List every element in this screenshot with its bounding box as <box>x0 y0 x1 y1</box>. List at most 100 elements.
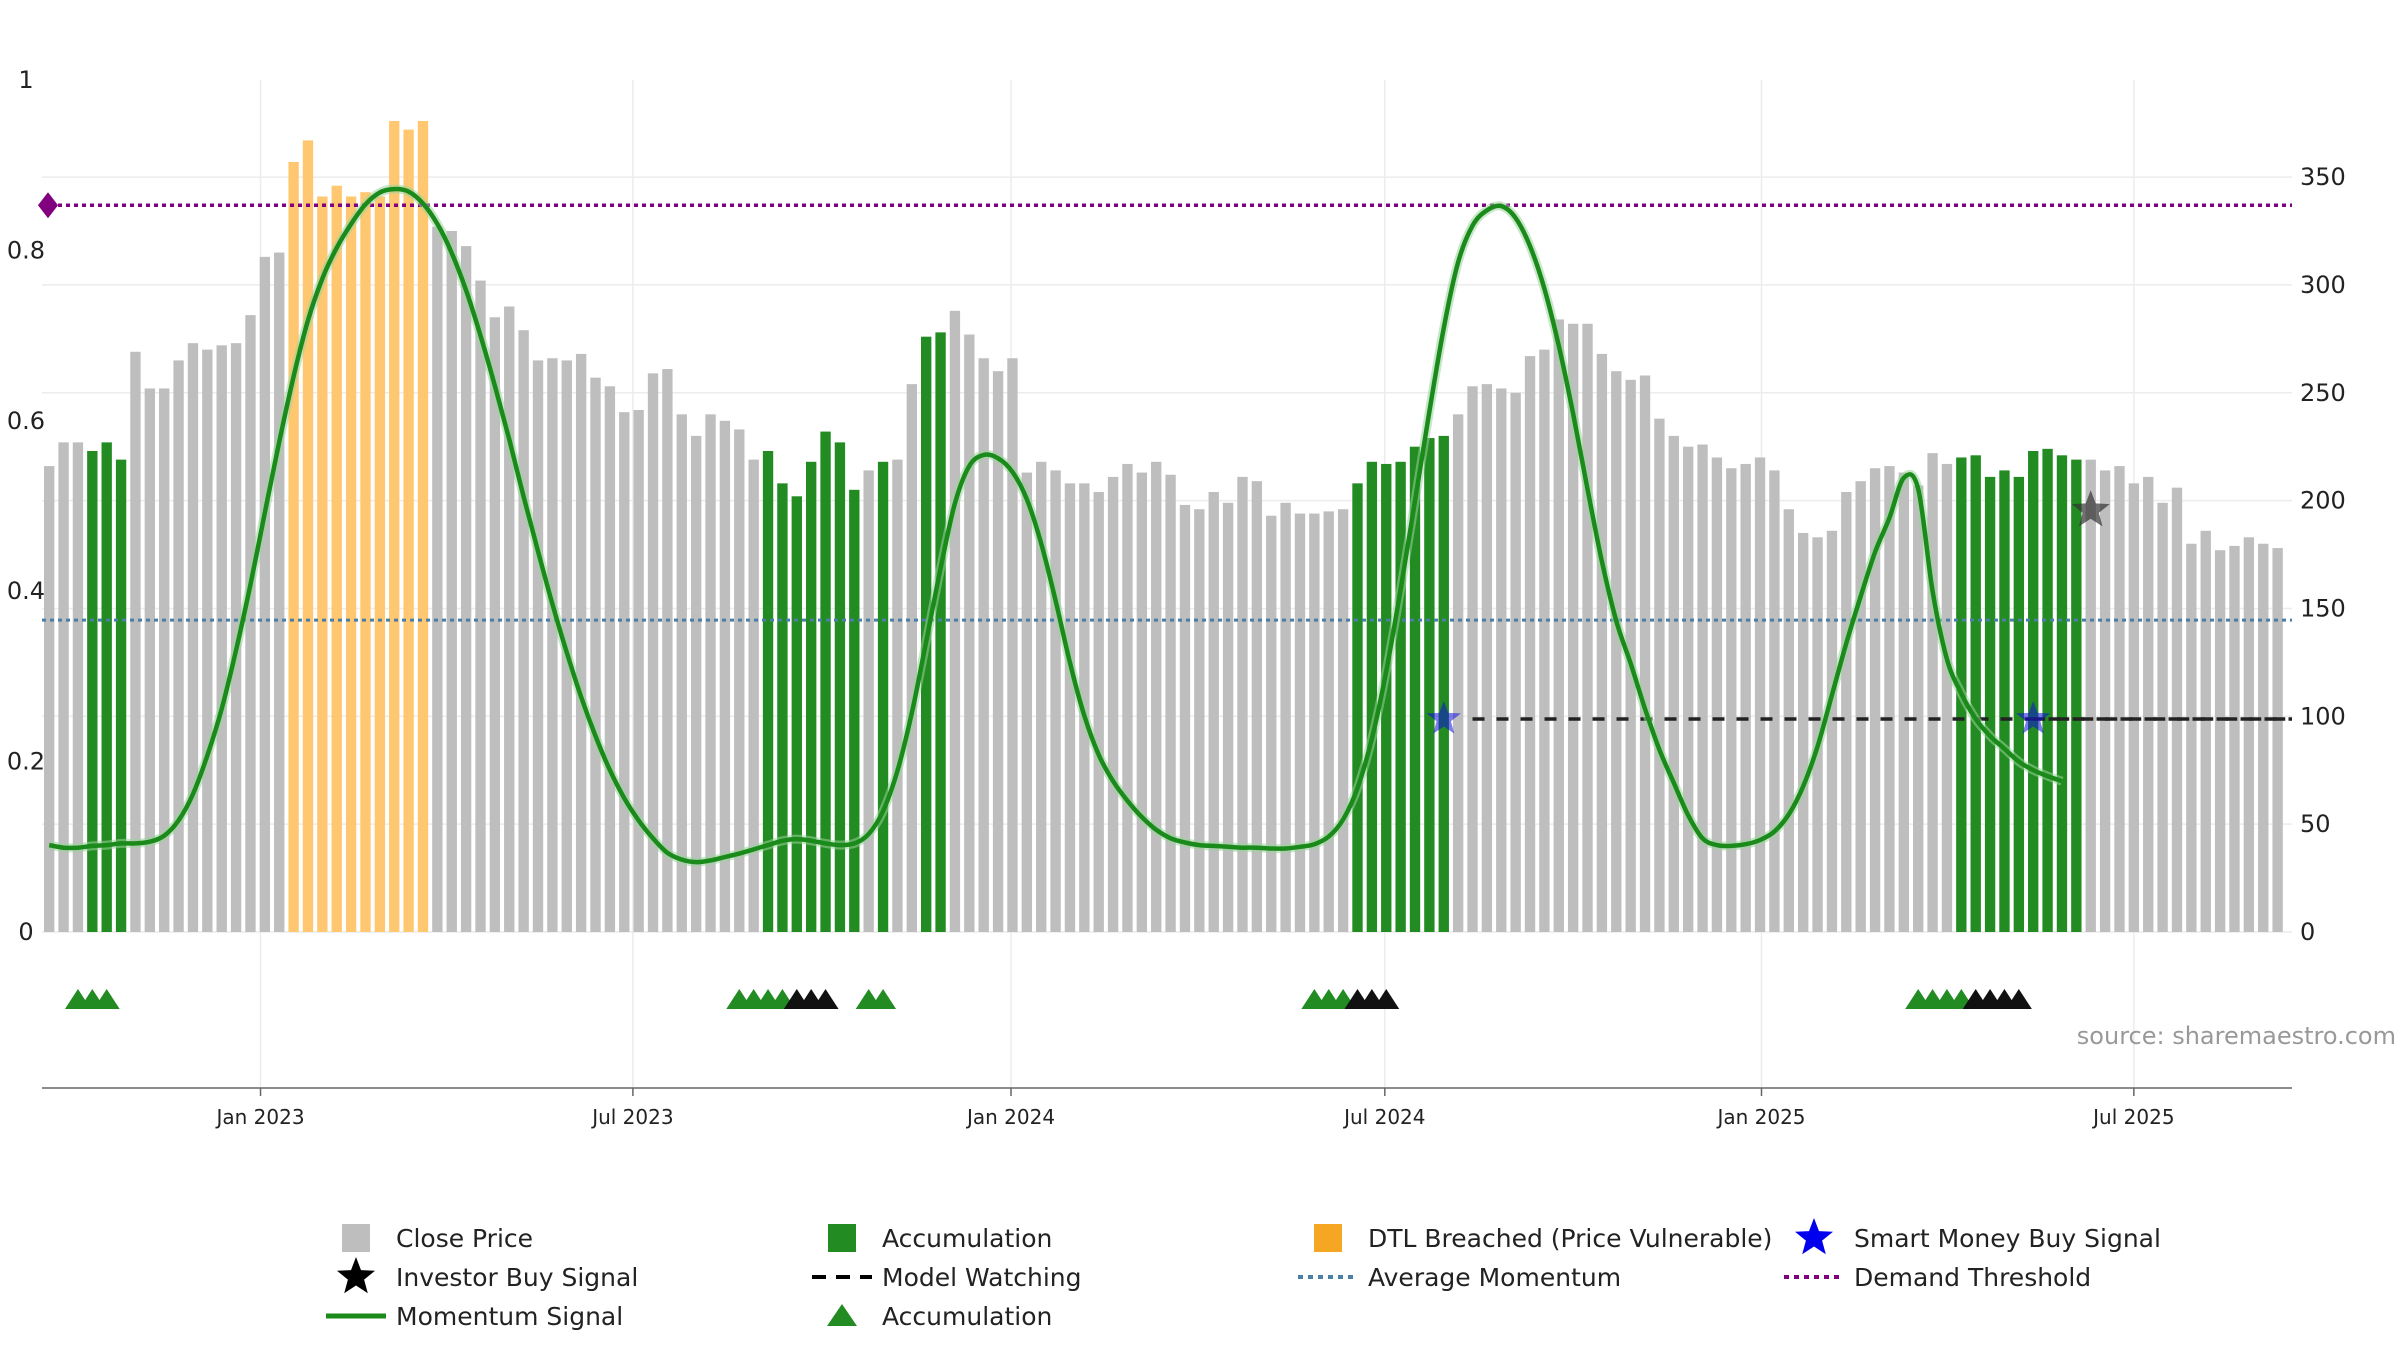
legend-label: Demand Threshold <box>1854 1263 2091 1292</box>
accumulation-bar <box>834 442 846 932</box>
price-bar <box>1064 483 1076 932</box>
accumulation-bar <box>1381 463 1392 932</box>
legend-label: Average Momentum <box>1368 1263 1621 1292</box>
price-bar <box>2214 550 2226 932</box>
investor-buy-star <box>2071 490 2110 527</box>
right-axis-tick-label: 350 <box>2300 163 2346 191</box>
price-bar <box>2128 483 2140 932</box>
price-bar <box>2229 545 2240 932</box>
accumulation-bar <box>877 461 889 932</box>
price-bar <box>532 360 544 933</box>
accumulation-bar <box>2071 459 2082 932</box>
dtl-bar <box>360 192 371 933</box>
accumulation-bar <box>2042 448 2053 932</box>
price-bar <box>1481 384 1493 932</box>
price-bar <box>1093 491 1104 932</box>
price-bar <box>1251 481 1263 932</box>
price-bar <box>432 226 443 933</box>
price-bar <box>1050 470 1061 932</box>
accumulation-bar <box>1984 476 1996 932</box>
right-axis-tick-label: 200 <box>2300 487 2346 515</box>
right-axis-tick-label: 150 <box>2300 594 2346 622</box>
price-bar <box>518 330 529 932</box>
price-bar <box>2243 537 2255 932</box>
left-axis-tick-label: 1 <box>18 66 33 94</box>
dtl-bar <box>403 129 414 933</box>
price-bar <box>1582 323 1593 932</box>
legend-item-smart-money: Smart Money Buy Signal <box>1795 1218 2161 1255</box>
price-bar <box>1769 470 1780 932</box>
price-bar <box>719 420 731 932</box>
price-bar <box>619 412 630 933</box>
accumulation-bar <box>777 483 788 932</box>
price-bar <box>1913 485 1924 932</box>
price-bar <box>1927 453 1938 932</box>
momentum-signal-line <box>48 186 2063 865</box>
watching-triangle <box>1373 989 1400 1009</box>
accumulation-bar <box>101 442 112 932</box>
legend-item-dtl: DTL Breached (Price Vulnerable) <box>1314 1224 1772 1253</box>
price-bar <box>1524 356 1536 932</box>
dtl-bar <box>389 120 400 932</box>
legend-label: DTL Breached (Price Vulnerable) <box>1368 1224 1772 1253</box>
price-bar <box>662 369 673 932</box>
left-axis-tick-label: 0.2 <box>7 748 45 776</box>
price-bar <box>58 442 69 932</box>
price-bar <box>1596 353 1608 932</box>
price-bar <box>446 230 457 933</box>
price-bar <box>1855 481 1866 932</box>
left-axis-tick-label: 0 <box>18 918 33 946</box>
price-bar <box>1036 461 1047 932</box>
price-bar <box>259 256 271 933</box>
price-bar <box>575 353 587 932</box>
price-bar <box>1611 371 1622 932</box>
price-bar <box>1107 476 1119 932</box>
dtl-bar <box>374 196 386 932</box>
price-bar <box>2258 543 2269 932</box>
price-bar <box>992 371 1004 932</box>
accumulation-bar <box>1999 470 2010 932</box>
price-bar <box>1510 392 1521 932</box>
price-bar <box>1682 446 1694 932</box>
dtl-bar <box>331 185 342 932</box>
legend-item-model-watching: Model Watching <box>812 1263 1082 1292</box>
price-bar <box>1007 358 1018 932</box>
legend-label: Close Price <box>396 1224 533 1253</box>
price-bar <box>1726 468 1737 932</box>
x-axis-tick-label: Jul 2025 <box>2091 1105 2174 1129</box>
smart-money-buy-star <box>2016 701 2051 734</box>
right-axis-tick-label: 300 <box>2300 271 2346 299</box>
price-bar <box>2143 476 2154 932</box>
dtl-bar <box>302 140 314 932</box>
price-bar <box>1884 466 1895 932</box>
legend-item-investor-buy: Investor Buy Signal <box>337 1257 638 1294</box>
right-axis-tick-label: 100 <box>2300 702 2346 730</box>
accumulation-bar <box>2013 476 2025 932</box>
legend-label: Investor Buy Signal <box>396 1263 638 1292</box>
accumulation-bar <box>1424 438 1435 932</box>
legend-label: Model Watching <box>882 1263 1082 1292</box>
source-label: source: sharemaestro.com <box>2077 1022 2396 1050</box>
price-bar <box>690 435 702 932</box>
price-bar <box>863 470 874 932</box>
legend-item-accumulation-bar: Accumulation <box>828 1224 1052 1253</box>
price-bar <box>1323 511 1334 932</box>
price-bar <box>1841 491 1852 932</box>
left-axis-tick-label: 0.6 <box>7 407 45 435</box>
smart-money-swatch <box>1795 1218 1833 1255</box>
smart-money-buy-star <box>1426 701 1461 734</box>
price-bar <box>1826 530 1838 932</box>
accumulation-bar <box>935 332 946 932</box>
price-bar <box>44 466 55 932</box>
price-bar <box>2272 548 2283 932</box>
price-bar <box>1567 323 1579 932</box>
price-bar <box>1194 509 1205 932</box>
price-bar <box>590 377 601 932</box>
price-bar <box>1539 349 1550 932</box>
accumulation-bar <box>1438 435 1449 932</box>
price-bar <box>1237 476 1248 932</box>
price-bar <box>1668 435 1679 932</box>
price-bar <box>1179 504 1191 932</box>
price-bar <box>274 252 285 933</box>
price-bar <box>187 343 199 932</box>
